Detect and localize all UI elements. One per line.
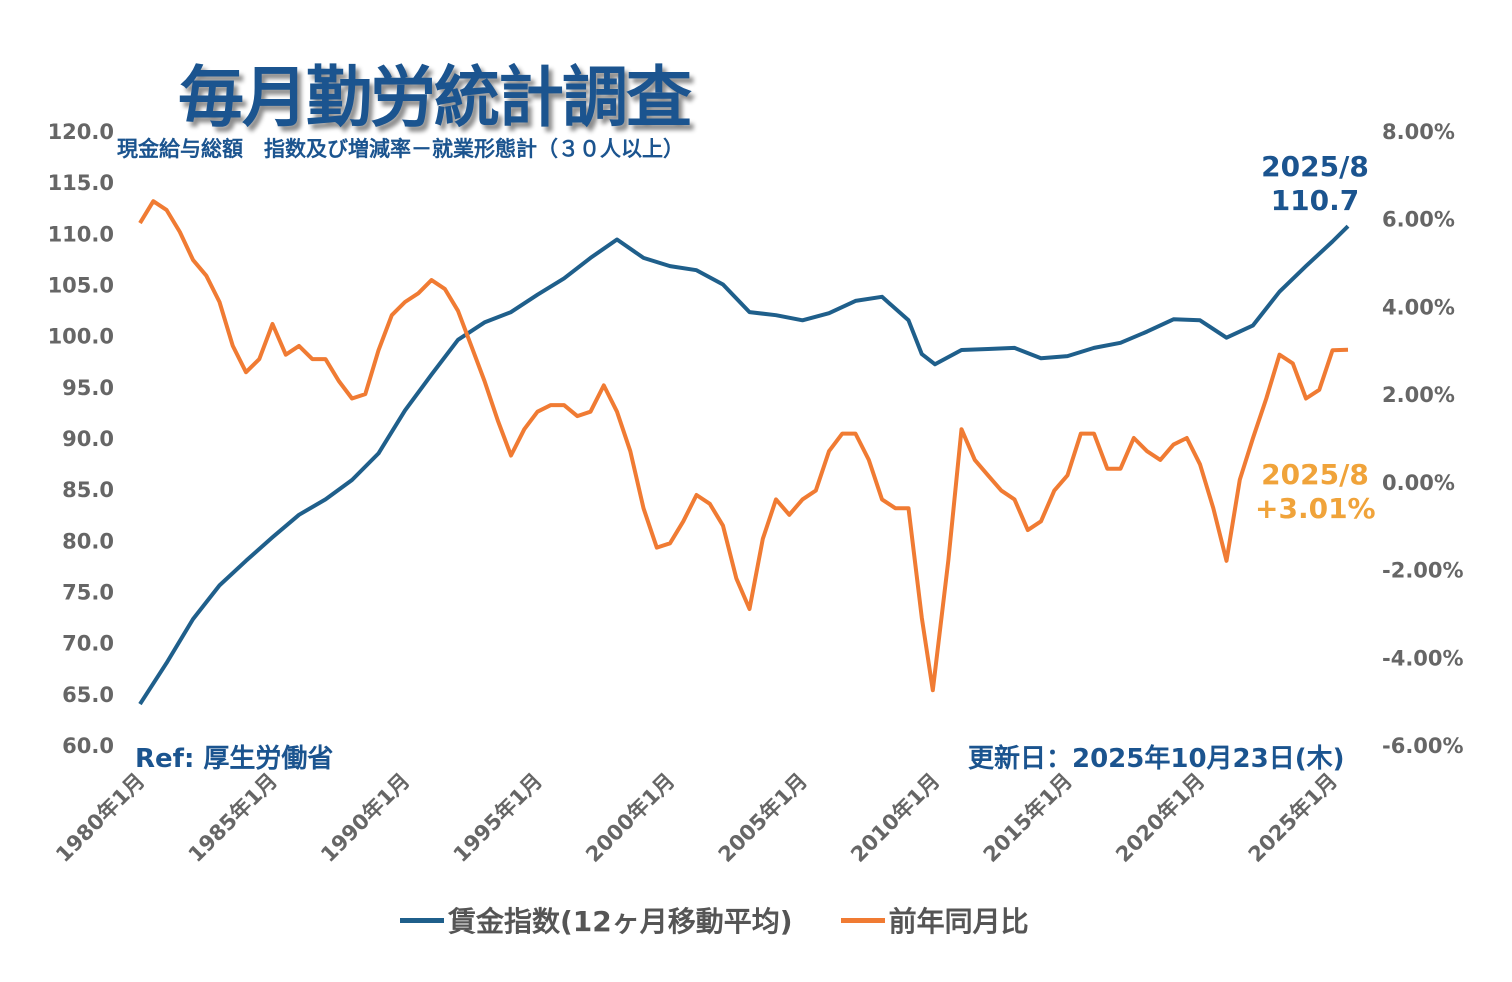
left-tick-label: 120.0 [48,120,114,144]
chart-title: 毎月勤労統計調査 [178,59,692,136]
x-tick-label: 2015年1月 [979,769,1077,867]
yoy-latest-annotation: 2025/8 +3.01% [1255,458,1376,526]
index-series-line [138,224,1350,706]
legend: 賃金指数(12ヶ月移動平均) 前年同月比 [400,900,1077,940]
right-tick-label: 6.00% [1382,208,1455,232]
x-tick-label: 1980年1月 [51,769,149,867]
x-tick-label: 2005年1月 [714,769,812,867]
chart-subtitle: 現金給与総額 指数及び増減率－就業形態計（３０人以上） [117,137,684,161]
annotation-value: 110.7 [1270,184,1360,217]
x-tick-label: 1990年1月 [316,769,414,867]
legend-label: 前年同月比 [888,905,1029,938]
annotation-date: 2025/8 [1261,458,1369,491]
right-tick-label: -2.00% [1382,559,1464,583]
yoy-series-line [138,199,1349,693]
legend-item-index: 賃金指数(12ヶ月移動平均) [400,900,793,940]
legend-label: 賃金指数(12ヶ月移動平均) [448,905,793,938]
right-axis-ticks: -6.00% -4.00% -2.00% 0.00% 2.00% 4.00% 6.00% 8.… [1382,120,1464,758]
left-tick-label: 105.0 [48,274,114,298]
left-tick-label: 75.0 [62,581,114,605]
legend-item-yoy: 前年同月比 [840,900,1029,940]
right-tick-label: 2.00% [1382,383,1455,407]
legend-swatch [840,917,885,923]
legend-swatch [400,917,444,923]
x-tick-label: 2020年1月 [1111,769,1209,867]
x-tick-label: 1985年1月 [184,769,282,867]
left-tick-label: 60.0 [62,734,114,758]
x-tick-label: 1995年1月 [449,769,547,867]
right-tick-label: -6.00% [1382,734,1464,758]
right-tick-label: 4.00% [1382,295,1455,319]
left-tick-label: 115.0 [48,171,114,195]
x-tick-label: 2010年1月 [846,769,944,867]
annotation-value: +3.01% [1255,492,1376,525]
left-axis-ticks: 60.0 65.0 70.0 75.0 80.0 85.0 90.0 95.0 100.0 105… [48,120,114,758]
left-tick-label: 95.0 [62,376,114,400]
x-tick-label: 2000年1月 [581,769,679,867]
annotation-date: 2025/8 [1261,150,1369,183]
left-tick-label: 85.0 [62,478,114,502]
left-tick-label: 90.0 [62,427,114,451]
x-axis-ticks: 1980年1月 1985年1月 1990年1月 1995年1月 2000年1月 2005年… [51,769,1342,867]
left-tick-label: 110.0 [48,222,114,246]
left-tick-label: 80.0 [62,529,114,553]
series-lines [138,199,1350,706]
left-tick-label: 70.0 [62,632,114,656]
source-ref: Ref: 厚生労働省 [135,744,334,774]
left-tick-label: 100.0 [48,325,114,349]
x-tick-label: 2025年1月 [1244,769,1342,867]
right-tick-label: 8.00% [1382,120,1455,144]
updated-date: 更新日：2025年10月23日(木) [968,744,1345,774]
right-tick-label: 0.00% [1382,471,1455,495]
index-latest-annotation: 2025/8 110.7 [1255,150,1375,218]
left-tick-label: 65.0 [62,683,114,707]
right-tick-label: -4.00% [1382,646,1464,670]
